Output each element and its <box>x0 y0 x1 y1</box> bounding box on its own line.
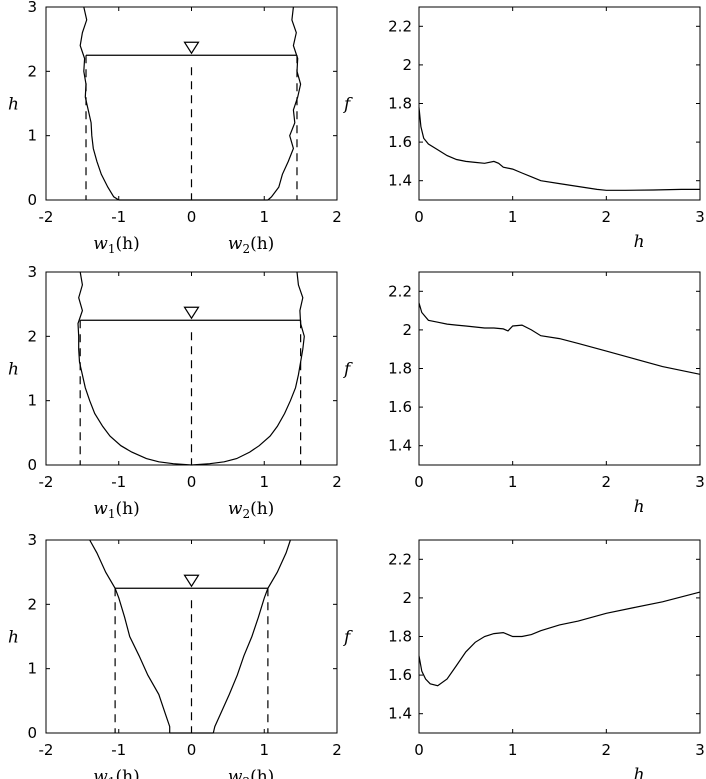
f-series-line <box>418 302 701 375</box>
x-tick-label: 1 <box>508 208 518 226</box>
x-tick-label: 2 <box>602 208 612 226</box>
y-tick-label: 2 <box>27 595 37 613</box>
y-axis-label: h <box>8 360 19 380</box>
y-axis-label: h <box>8 628 19 648</box>
left-bank-line <box>89 539 171 733</box>
x-tick-label: 1 <box>259 473 269 491</box>
f-vs-h-panel-3: 0 1 2 3 1.4 1.6 1.8 2 2.2 f h <box>342 539 705 779</box>
y-tick-label: 0 <box>27 724 37 742</box>
x-tick-label: -2 <box>39 473 54 491</box>
x-tick-label: 3 <box>695 741 705 759</box>
x-tick-label: 3 <box>695 473 705 491</box>
x-tick-label: 0 <box>414 473 424 491</box>
y-axis-label: f <box>342 95 353 115</box>
w1-function-label: w1(h) <box>93 767 139 779</box>
x-axis-label: h <box>634 765 645 779</box>
y-tick-label: 1 <box>27 127 37 145</box>
x-tick-label: 2 <box>332 473 342 491</box>
x-tick-label: -2 <box>39 741 54 759</box>
water-level-triangle-marker <box>183 41 200 55</box>
y-tick-label: 1.8 <box>388 360 412 378</box>
x-tick-label: 0 <box>414 208 424 226</box>
f-vs-h-panel-2: 0 1 2 3 1.4 1.6 1.8 2 2.2 f h <box>342 271 705 517</box>
cross-section-panel-2: -2 -1 0 1 2 0 1 2 3 h w1(h) w2(h) <box>8 263 342 521</box>
y-tick-label: 2.2 <box>388 550 412 568</box>
y-axis-label: h <box>8 95 19 115</box>
water-level-triangle-marker <box>183 574 200 588</box>
y-tick-label: 0 <box>27 191 37 209</box>
water-level-triangle-marker <box>183 306 200 320</box>
y-tick-label: 1 <box>27 660 37 678</box>
y-tick-label: 3 <box>27 263 37 281</box>
cross-section-panel-3: -2 -1 0 1 2 0 1 2 3 h w1(h) w2(h) <box>8 531 342 779</box>
x-tick-label: 2 <box>602 473 612 491</box>
f-vs-h-panel-1: 0 1 2 3 1.4 1.6 1.8 2 2.2 f h <box>342 6 705 252</box>
y-axis-label: f <box>342 360 353 380</box>
x-tick-label: 2 <box>332 208 342 226</box>
w1-function-label: w1(h) <box>93 234 139 256</box>
cross-section-panel-1: -2 -1 0 1 2 0 1 2 3 h w1(h) w2(h) <box>8 0 342 256</box>
x-tick-label: -1 <box>111 208 126 226</box>
y-tick-label: 2 <box>27 62 37 80</box>
y-axis-label: f <box>342 628 353 648</box>
w2-function-label: w2(h) <box>228 234 274 256</box>
y-tick-label: 1.8 <box>388 95 412 113</box>
x-tick-label: 1 <box>508 741 518 759</box>
y-tick-label: 2 <box>27 327 37 345</box>
y-tick-label: 2 <box>402 321 412 339</box>
f-series-line <box>418 107 700 191</box>
y-tick-label: 1.6 <box>388 133 412 151</box>
y-tick-label: 1.4 <box>388 705 412 723</box>
y-tick-label: 2 <box>402 589 412 607</box>
x-tick-label: 2 <box>332 741 342 759</box>
x-tick-label: 0 <box>187 473 197 491</box>
axes-frame <box>418 271 701 466</box>
y-tick-label: 3 <box>27 531 37 549</box>
x-tick-label: 0 <box>187 208 197 226</box>
x-tick-label: 0 <box>187 741 197 759</box>
x-tick-label: 0 <box>414 741 424 759</box>
w2-function-label: w2(h) <box>228 767 274 779</box>
x-tick-label: 3 <box>695 208 705 226</box>
x-tick-label: -1 <box>111 741 126 759</box>
right-bank-line <box>191 271 305 466</box>
f-series-line <box>418 591 701 687</box>
left-bank-line <box>79 6 120 201</box>
y-tick-label: 1.4 <box>388 172 412 190</box>
left-bank-line <box>77 271 192 466</box>
axes-frame <box>418 6 701 201</box>
y-tick-label: 1.8 <box>388 628 412 646</box>
x-tick-label: -2 <box>39 208 54 226</box>
y-tick-label: 3 <box>27 0 37 16</box>
y-tick-label: 1.6 <box>388 398 412 416</box>
y-tick-label: 1.6 <box>388 666 412 684</box>
y-tick-label: 1 <box>27 392 37 410</box>
y-tick-label: 0 <box>27 456 37 474</box>
y-tick-label: 2 <box>402 56 412 74</box>
w1-function-label: w1(h) <box>93 499 139 521</box>
right-bank-line <box>212 539 291 734</box>
x-tick-label: 1 <box>259 741 269 759</box>
y-tick-label: 2.2 <box>388 17 412 35</box>
y-tick-label: 2.2 <box>388 282 412 300</box>
x-tick-label: -1 <box>111 473 126 491</box>
y-tick-label: 1.4 <box>388 437 412 455</box>
x-tick-label: 1 <box>508 473 518 491</box>
x-axis-label: h <box>634 497 645 517</box>
w2-function-label: w2(h) <box>228 499 274 521</box>
x-tick-label: 1 <box>259 208 269 226</box>
x-tick-label: 2 <box>602 741 612 759</box>
x-axis-label: h <box>634 232 645 252</box>
right-bank-line <box>267 6 302 201</box>
axes-frame <box>418 539 701 734</box>
